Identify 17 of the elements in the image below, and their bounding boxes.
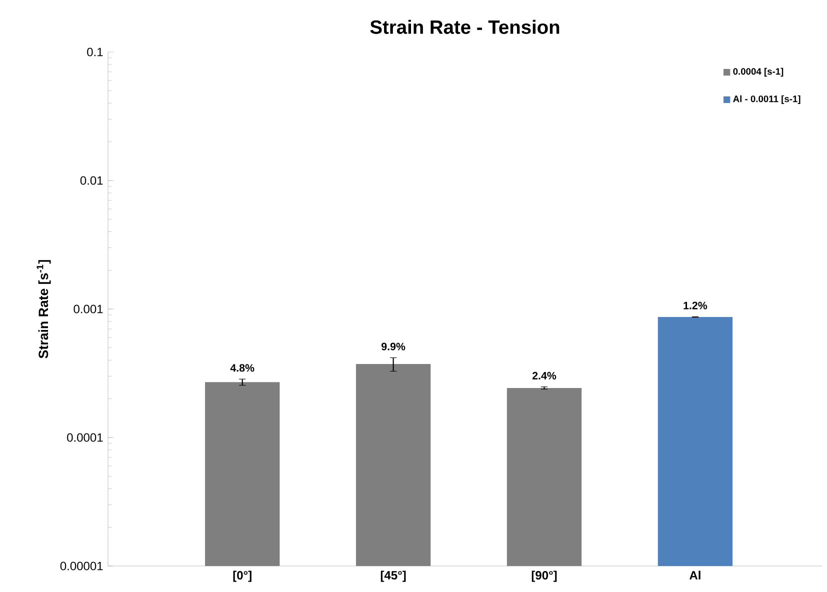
y-tick-label: 0.00001 — [60, 562, 103, 570]
legend-label: 0.0004 [s-1] — [733, 68, 784, 77]
y-tick-label: 0.01 — [80, 176, 103, 185]
x-tick-label: [45°] — [380, 570, 406, 582]
legend-label: Al - 0.0011 [s-1] — [733, 95, 800, 104]
annotation: 1.2% — [684, 302, 708, 310]
x-tick-label: [90°] — [532, 570, 557, 582]
y-tick-label: 0.0001 — [67, 433, 103, 442]
chart-title: Strain Rate - Tension — [370, 20, 560, 34]
x-tick-label: [0°] — [233, 570, 252, 582]
annotation: 2.4% — [532, 372, 556, 380]
y-tick-label: 0.1 — [87, 48, 103, 56]
y-axis-title: Strain Rate [s$^{-1}$] — [36, 260, 51, 358]
x-tick-label: Al — [690, 570, 700, 580]
annotation: 4.8% — [230, 364, 254, 372]
y-tick-label: 0.001 — [74, 304, 103, 314]
annotation: 9.9% — [382, 342, 406, 350]
